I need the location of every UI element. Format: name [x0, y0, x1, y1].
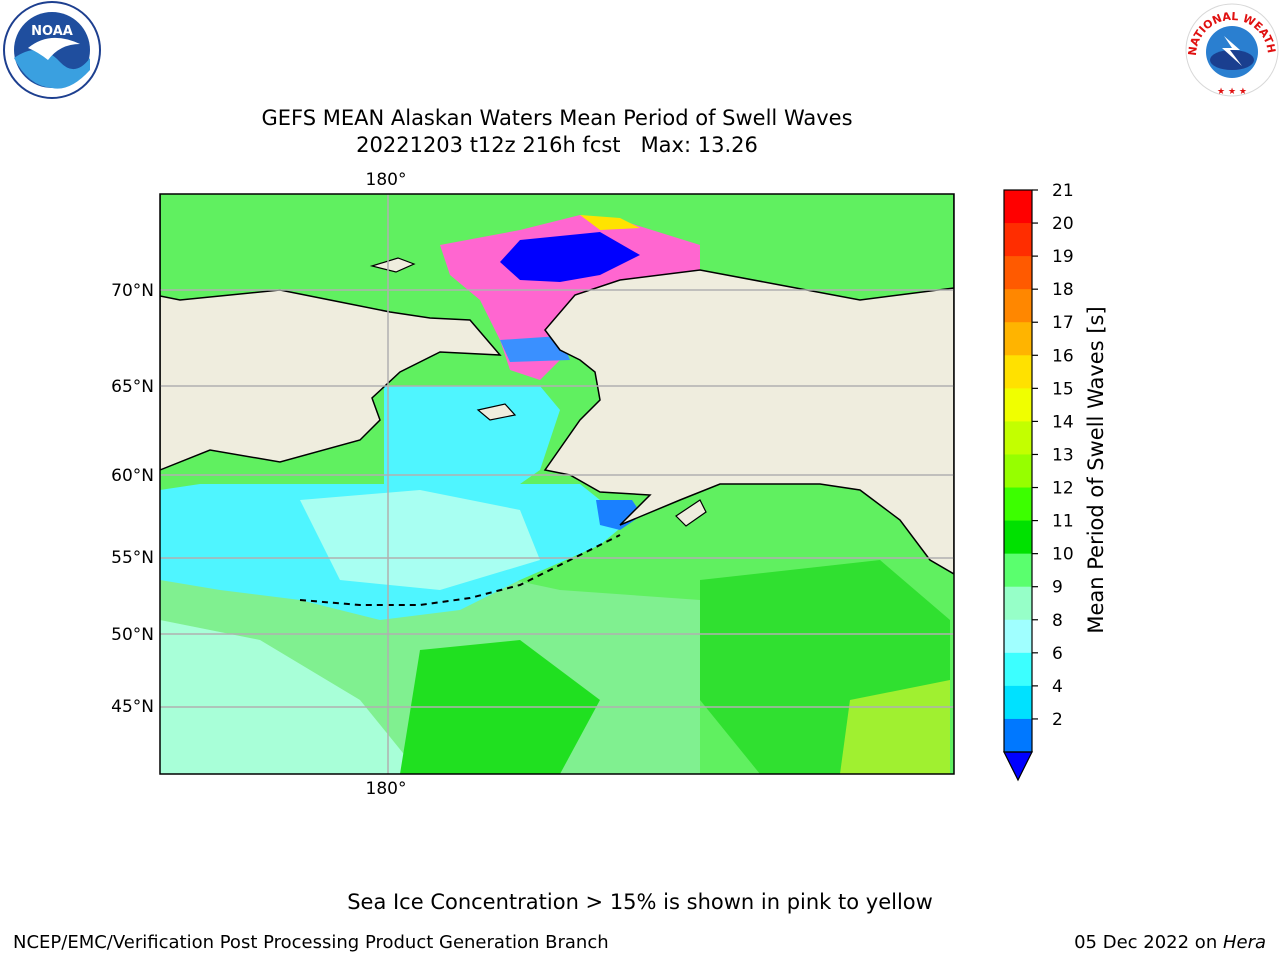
colorbar-tick-label: 19 [1052, 247, 1074, 267]
colorbar-tick-label: 21 [1052, 181, 1074, 201]
lon-label-bottom: 180° [366, 779, 407, 799]
colorbar-tick-label: 13 [1052, 445, 1074, 465]
colorbar-extend-arrow [1003, 751, 1033, 782]
lat-label-45: 45°N [111, 697, 154, 717]
colorbar-tick-label: 9 [1052, 578, 1063, 598]
colorbar-tick-label: 20 [1052, 214, 1074, 234]
footer-date-text: 05 Dec 2022 on [1074, 932, 1223, 953]
colorbar-tick-label: 11 [1052, 512, 1074, 532]
swell-zone-2-4-strait [500, 336, 570, 362]
colorbar-segment [1004, 355, 1032, 389]
swell-zone-below-2 [500, 232, 640, 282]
colorbar-segment [1004, 652, 1032, 687]
colorbar-label: Mean Period of Swell Waves [s] [1084, 306, 1108, 634]
colorbar-segment [1004, 553, 1032, 588]
footer-host: Hera [1222, 932, 1266, 953]
swell-zone-8-9-south [160, 620, 420, 774]
colorbar-tick-label: 10 [1052, 545, 1074, 565]
colorbar-segment [1004, 322, 1032, 356]
colorbar-tick-label: 18 [1052, 280, 1074, 300]
graticule [160, 194, 954, 774]
st-lawrence-island [476, 403, 517, 421]
swell-zone-9-bering [300, 490, 540, 590]
noaa-logo-text: NOAA [31, 24, 73, 39]
colorbar-segment [1004, 487, 1032, 522]
colorbar-segment [1004, 718, 1032, 753]
map-layer [160, 194, 954, 774]
footer-date: 05 Dec 2022 on Hera [1074, 932, 1266, 953]
colorbar-segment [1004, 619, 1032, 654]
map-frame [159, 193, 955, 775]
noaa-logo: NOAA [3, 1, 101, 99]
colorbar-tick-label: 17 [1052, 313, 1074, 333]
land-alaska [543, 194, 954, 575]
lon-label-top: 180° [366, 170, 407, 190]
lat-label-70: 70°N [111, 281, 154, 301]
colorbar: 21 20 19 18 17 16 15 14 13 12 11 10 9 8 6 4 2 [1003, 181, 1074, 782]
footer-credit: NCEP/EMC/Verification Post Processing Pr… [13, 932, 609, 953]
nws-logo: NATIONAL WEATHER SERVICE ★ ★ ★ [1178, 0, 1279, 97]
kodiak-island [675, 499, 707, 527]
colorbar-tick-label: 6 [1052, 644, 1063, 664]
colorbar-segment [1004, 388, 1032, 422]
lat-label-50: 50°N [111, 625, 154, 645]
colorbar-segment [1004, 520, 1032, 555]
swell-zone-8-north-bering [384, 386, 560, 484]
colorbar-segment [1004, 289, 1032, 323]
svg-text:★ ★ ★: ★ ★ ★ [1217, 87, 1247, 97]
lat-label-60: 60°N [111, 466, 154, 486]
sea-ice-note: Sea Ice Concentration > 15% is shown in … [347, 890, 933, 914]
land-russia [160, 194, 502, 471]
colorbar-tick-label: 4 [1052, 677, 1063, 697]
colorbar-segment [1004, 256, 1032, 290]
colorbar-tick-label: 8 [1052, 611, 1063, 631]
lat-label-55: 55°N [111, 548, 154, 568]
colorbar-tick-label: 2 [1052, 710, 1063, 730]
colorbar-segment [1004, 190, 1032, 224]
aleutian-islands [299, 534, 621, 606]
colorbar-outline [1003, 189, 1033, 753]
colorbar-segment [1004, 685, 1032, 720]
swell-zone-12-13 [840, 680, 950, 774]
ice-edge-yellow [580, 215, 640, 230]
colorbar-segment [1004, 421, 1032, 455]
colorbar-tick-label: 12 [1052, 479, 1074, 499]
colorbar-tick-label: 14 [1052, 412, 1074, 432]
colorbar-tick-label: 16 [1052, 346, 1074, 366]
colorbar-tick-label: 15 [1052, 379, 1074, 399]
swell-zone-2-4-bristol [596, 500, 642, 530]
lat-label-65: 65°N [111, 377, 154, 397]
chart-title-line2: 20221203 t12z 216h fcst Max: 13.26 [356, 133, 758, 157]
colorbar-segment [1004, 454, 1032, 489]
colorbar-segment [1004, 586, 1032, 621]
chart-title-line1: GEFS MEAN Alaskan Waters Mean Period of … [261, 106, 853, 130]
colorbar-segment [1004, 223, 1032, 257]
